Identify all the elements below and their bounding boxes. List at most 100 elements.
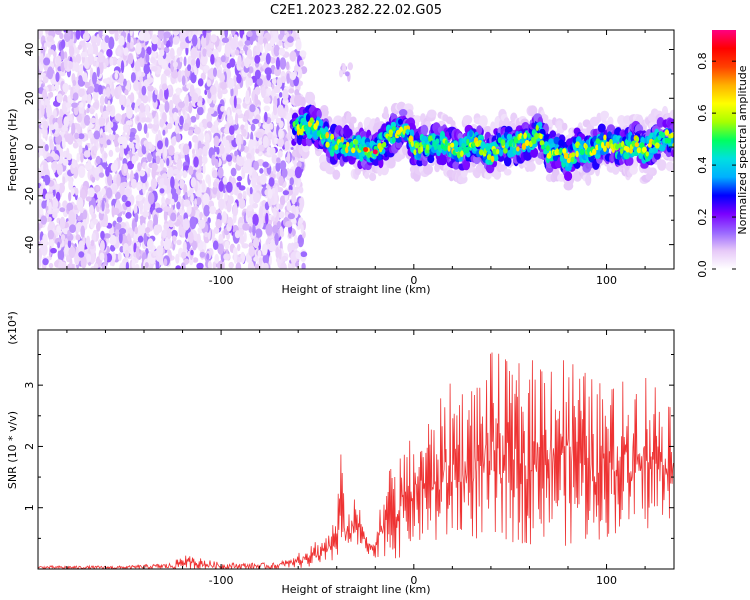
heatmap-cell: [537, 121, 543, 128]
heatmap-cell: [237, 54, 242, 67]
heatmap-cell: [121, 194, 128, 203]
heatmap-cell: [190, 192, 194, 203]
heatmap-cell: [171, 235, 177, 242]
heatmap-cell: [460, 150, 464, 157]
heatmap-cell: [240, 61, 245, 68]
heatmap-cell: [42, 120, 49, 131]
heatmap-cell: [214, 119, 219, 129]
heatmap-cell: [155, 155, 161, 165]
heatmap-cell: [163, 31, 171, 39]
heatmap-cell: [220, 73, 225, 83]
heatmap-cell: [503, 156, 512, 167]
heatmap-cell: [118, 73, 124, 84]
heatmap-cell: [79, 65, 83, 78]
heatmap-cell: [246, 187, 250, 194]
heatmap-cell: [468, 129, 473, 138]
heatmap-cell: [299, 50, 307, 58]
heatmap-cell: [100, 230, 105, 240]
heatmap-cell: [245, 89, 250, 102]
heatmap-cell: [222, 176, 227, 185]
heatmap-cell: [230, 167, 237, 177]
heatmap-cell: [229, 58, 236, 68]
heatmap-cell: [112, 252, 116, 262]
heatmap-cell: [125, 120, 133, 126]
heatmap-cell: [264, 111, 268, 123]
heatmap-cell: [188, 102, 193, 114]
heatmap-cell: [347, 62, 353, 71]
heatmap-cell: [124, 249, 130, 259]
heatmap-cell: [493, 169, 502, 180]
heatmap-cell: [187, 129, 194, 136]
heatmap-cell: [234, 49, 240, 56]
heatmap-cell: [63, 57, 68, 70]
heatmap-cell: [236, 73, 242, 84]
heatmap-cell: [125, 261, 129, 269]
heatmap-cell: [163, 177, 170, 186]
heatmap-cell: [322, 128, 327, 135]
heatmap-cell: [141, 94, 149, 104]
heatmap-cell: [607, 131, 612, 139]
heatmap-cell: [146, 46, 152, 56]
heatmap-cell: [66, 202, 74, 212]
heatmap-cell: [82, 209, 88, 220]
heatmap-cell: [259, 173, 267, 185]
heatmap-cell: [286, 73, 290, 84]
heatmap-cell: [210, 42, 214, 49]
heatmap-cell: [166, 228, 172, 240]
heatmap-cell: [183, 258, 190, 265]
heatmap-cell: [93, 145, 98, 155]
heatmap-cell: [147, 252, 151, 266]
heatmap-cell: [349, 116, 357, 124]
heatmap-cell: [235, 133, 242, 146]
heatmap-cell: [87, 86, 95, 94]
heatmap-cell: [128, 131, 136, 138]
heatmap-cell: [206, 139, 210, 150]
heatmap-cell: [192, 135, 199, 143]
heatmap-cell: [200, 35, 207, 49]
heatmap-cell: [38, 241, 41, 247]
heatmap-cell: [142, 211, 150, 218]
heatmap-cell: [259, 168, 264, 174]
heatmap-cell: [92, 61, 97, 67]
heatmap-cell: [171, 70, 179, 79]
heatmap-cell: [165, 197, 171, 206]
heatmap-cell: [143, 232, 148, 245]
heatmap-cell: [201, 155, 208, 165]
heatmap-cell: [182, 143, 190, 156]
heatmap-cell: [298, 186, 304, 194]
heatmap-cell: [169, 47, 175, 59]
heatmap-cell: [452, 140, 459, 149]
heatmap-cell: [257, 35, 265, 45]
heatmap-cell: [188, 231, 194, 244]
heatmap-cell: [238, 198, 246, 209]
heatmap-cell: [457, 146, 463, 152]
heatmap-cell: [143, 123, 148, 134]
heatmap-cell: [252, 213, 259, 226]
heatmap-cell: [82, 72, 88, 82]
heatmap-cell: [287, 189, 294, 196]
heatmap-cell: [331, 138, 335, 144]
heatmap-cell: [168, 88, 174, 98]
heatmap-cell: [345, 71, 350, 77]
heatmap-cell: [46, 156, 54, 162]
heatmap-cell: [261, 243, 268, 256]
heatmap-cell: [56, 163, 63, 176]
heatmap-cell: [47, 216, 52, 222]
heatmap-cell: [280, 262, 287, 269]
heatmap-cell: [104, 35, 110, 44]
heatmap-cell: [157, 129, 162, 143]
heatmap-cell: [227, 216, 234, 228]
heatmap-cell: [117, 47, 122, 56]
heatmap-cell: [462, 115, 473, 125]
heatmap-cell: [195, 113, 200, 120]
heatmap-cell: [112, 207, 120, 215]
heatmap-cell: [54, 82, 60, 92]
heatmap-cell: [87, 93, 92, 105]
heatmap-cell: [118, 231, 123, 244]
heatmap-cell: [54, 30, 62, 35]
heatmap-cell: [307, 127, 311, 134]
heatmap-cell: [229, 125, 235, 135]
heatmap-cell: [267, 87, 271, 95]
heatmap-cell: [145, 164, 148, 174]
heatmap-cell: [263, 96, 271, 104]
